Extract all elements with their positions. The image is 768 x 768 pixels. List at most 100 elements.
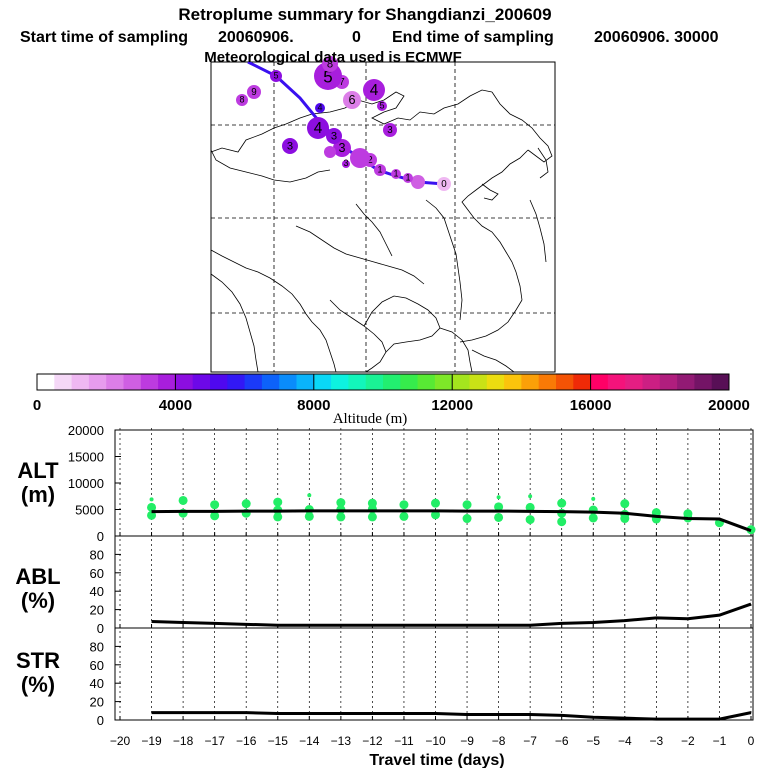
colorbar-cell <box>54 374 72 390</box>
alt-cluster-point <box>273 497 283 507</box>
trajectory-cluster <box>247 85 261 99</box>
alt-cluster-point <box>494 502 504 512</box>
abl-ytick-labels: 80 60 40 20 0 <box>90 547 121 636</box>
colorbar-cell <box>313 374 332 390</box>
trajectory-day-label: 1 <box>377 165 382 175</box>
colorbar-cell <box>677 374 695 390</box>
alt-cluster-point <box>528 494 533 499</box>
trajectory-day-label: 4 <box>370 82 379 99</box>
trajectory-day-label: 4 <box>314 120 323 137</box>
y-tick-label: 15000 <box>68 450 104 465</box>
colorbar-tick-label: 0 <box>33 397 41 414</box>
trajectory-day-label: 3 <box>343 158 348 168</box>
x-tick-label: −10 <box>425 734 446 748</box>
y-tick-label: 0 <box>97 713 104 728</box>
abl-frame <box>114 535 754 629</box>
colorbar-cell <box>244 374 263 390</box>
colorbar-cell <box>348 374 367 390</box>
colorbar-cell <box>573 374 591 390</box>
alt-cluster-point <box>273 512 283 522</box>
trajectory-cluster <box>315 103 325 113</box>
trajectory-day-label: 5 <box>273 71 278 81</box>
alt-cluster-point <box>525 502 535 512</box>
colorbar-cell <box>192 374 211 390</box>
alt-cluster-point <box>307 493 312 498</box>
alt-cluster-point <box>336 512 346 522</box>
colorbar-ticklines <box>36 374 730 390</box>
colorbar-cell <box>331 374 349 390</box>
str-gridlines <box>119 626 752 720</box>
alt-cluster-point <box>431 498 440 508</box>
trajectory-day-label: 3 <box>387 125 393 136</box>
trajectory-day-label: 7 <box>339 77 344 88</box>
colorbar-cell <box>694 374 713 390</box>
colorbar-tick-label: 16000 <box>570 397 612 414</box>
alt-cluster-point <box>525 515 535 525</box>
abl-marks <box>151 602 752 627</box>
y-tick-label: 60 <box>90 566 104 581</box>
x-tick-label: −17 <box>204 734 225 748</box>
str-unit: (%) <box>21 672 55 697</box>
colorbar-cell <box>123 374 142 390</box>
trajectory-cluster <box>437 177 451 191</box>
trajectory-day-label: 5 <box>323 67 332 86</box>
colorbar-cell <box>417 374 436 390</box>
trajectory-cluster <box>391 169 401 179</box>
x-tick-label: −7 <box>523 734 537 748</box>
trajectory-cluster <box>236 94 248 106</box>
alt-cluster-point <box>462 500 472 510</box>
abl-unit: (%) <box>21 588 55 613</box>
str-ytick-labels: 80 60 40 20 0 <box>90 639 121 728</box>
trajectory-cluster <box>307 117 329 139</box>
alt-cluster-point <box>557 508 567 518</box>
end-value: 20060906. 30000 <box>594 29 719 46</box>
start-hour: 0 <box>352 29 361 46</box>
colorbar-cell <box>106 374 124 390</box>
colorbar-cells <box>37 374 730 390</box>
alt-cluster-point <box>462 514 472 524</box>
alt-cluster-point <box>494 512 504 522</box>
x-tick-label: −5 <box>586 734 600 748</box>
trajectory-cluster <box>282 138 298 154</box>
alt-cluster-point <box>557 498 567 508</box>
trajectory-day-label: 1 <box>405 172 410 182</box>
x-tick-label: −19 <box>141 734 162 748</box>
colorbar-cell <box>504 374 522 390</box>
colorbar-cell <box>210 374 228 390</box>
trajectory-cluster <box>322 56 338 72</box>
figure-title: Retroplume summary for Shangdianzi_20060… <box>178 5 551 24</box>
str-panel: STR (%) 80 60 40 20 0 <box>16 626 754 728</box>
trajectory-day-label: 4 <box>317 102 322 112</box>
alt-cluster-point <box>588 513 598 523</box>
trajectory-cluster <box>403 173 413 183</box>
alt-cluster-point <box>147 502 157 512</box>
x-tick-label: −14 <box>299 734 320 748</box>
colorbar-cell <box>37 374 55 390</box>
x-tick-label: −8 <box>492 734 506 748</box>
y-tick-label: 0 <box>97 529 104 544</box>
x-tick-label: −1 <box>713 734 727 748</box>
colorbar-cell <box>659 374 678 390</box>
alt-cluster-point <box>336 498 346 508</box>
alt-cluster-point <box>557 517 567 527</box>
x-tick-label: −4 <box>618 734 632 748</box>
colorbar-cell <box>452 374 470 390</box>
alt-cluster-point <box>210 511 220 521</box>
trajectory-cluster <box>324 146 336 158</box>
y-tick-label: 40 <box>90 676 104 691</box>
colorbar-cell <box>521 374 540 390</box>
map-gridlines <box>211 62 555 372</box>
colorbar-cell <box>711 374 730 390</box>
colorbar-cell <box>227 374 245 390</box>
trajectory-cluster <box>363 79 385 101</box>
alt-cluster-point <box>399 500 409 510</box>
alt-cluster-point <box>304 511 314 521</box>
colorbar-cell <box>607 374 626 390</box>
x-tick-label: −13 <box>331 734 352 748</box>
colorbar-tick-label: 20000 <box>708 397 750 414</box>
trajectory-cluster <box>343 91 361 109</box>
x-tick-label: −11 <box>394 734 414 748</box>
trajectory-cluster <box>270 70 282 82</box>
